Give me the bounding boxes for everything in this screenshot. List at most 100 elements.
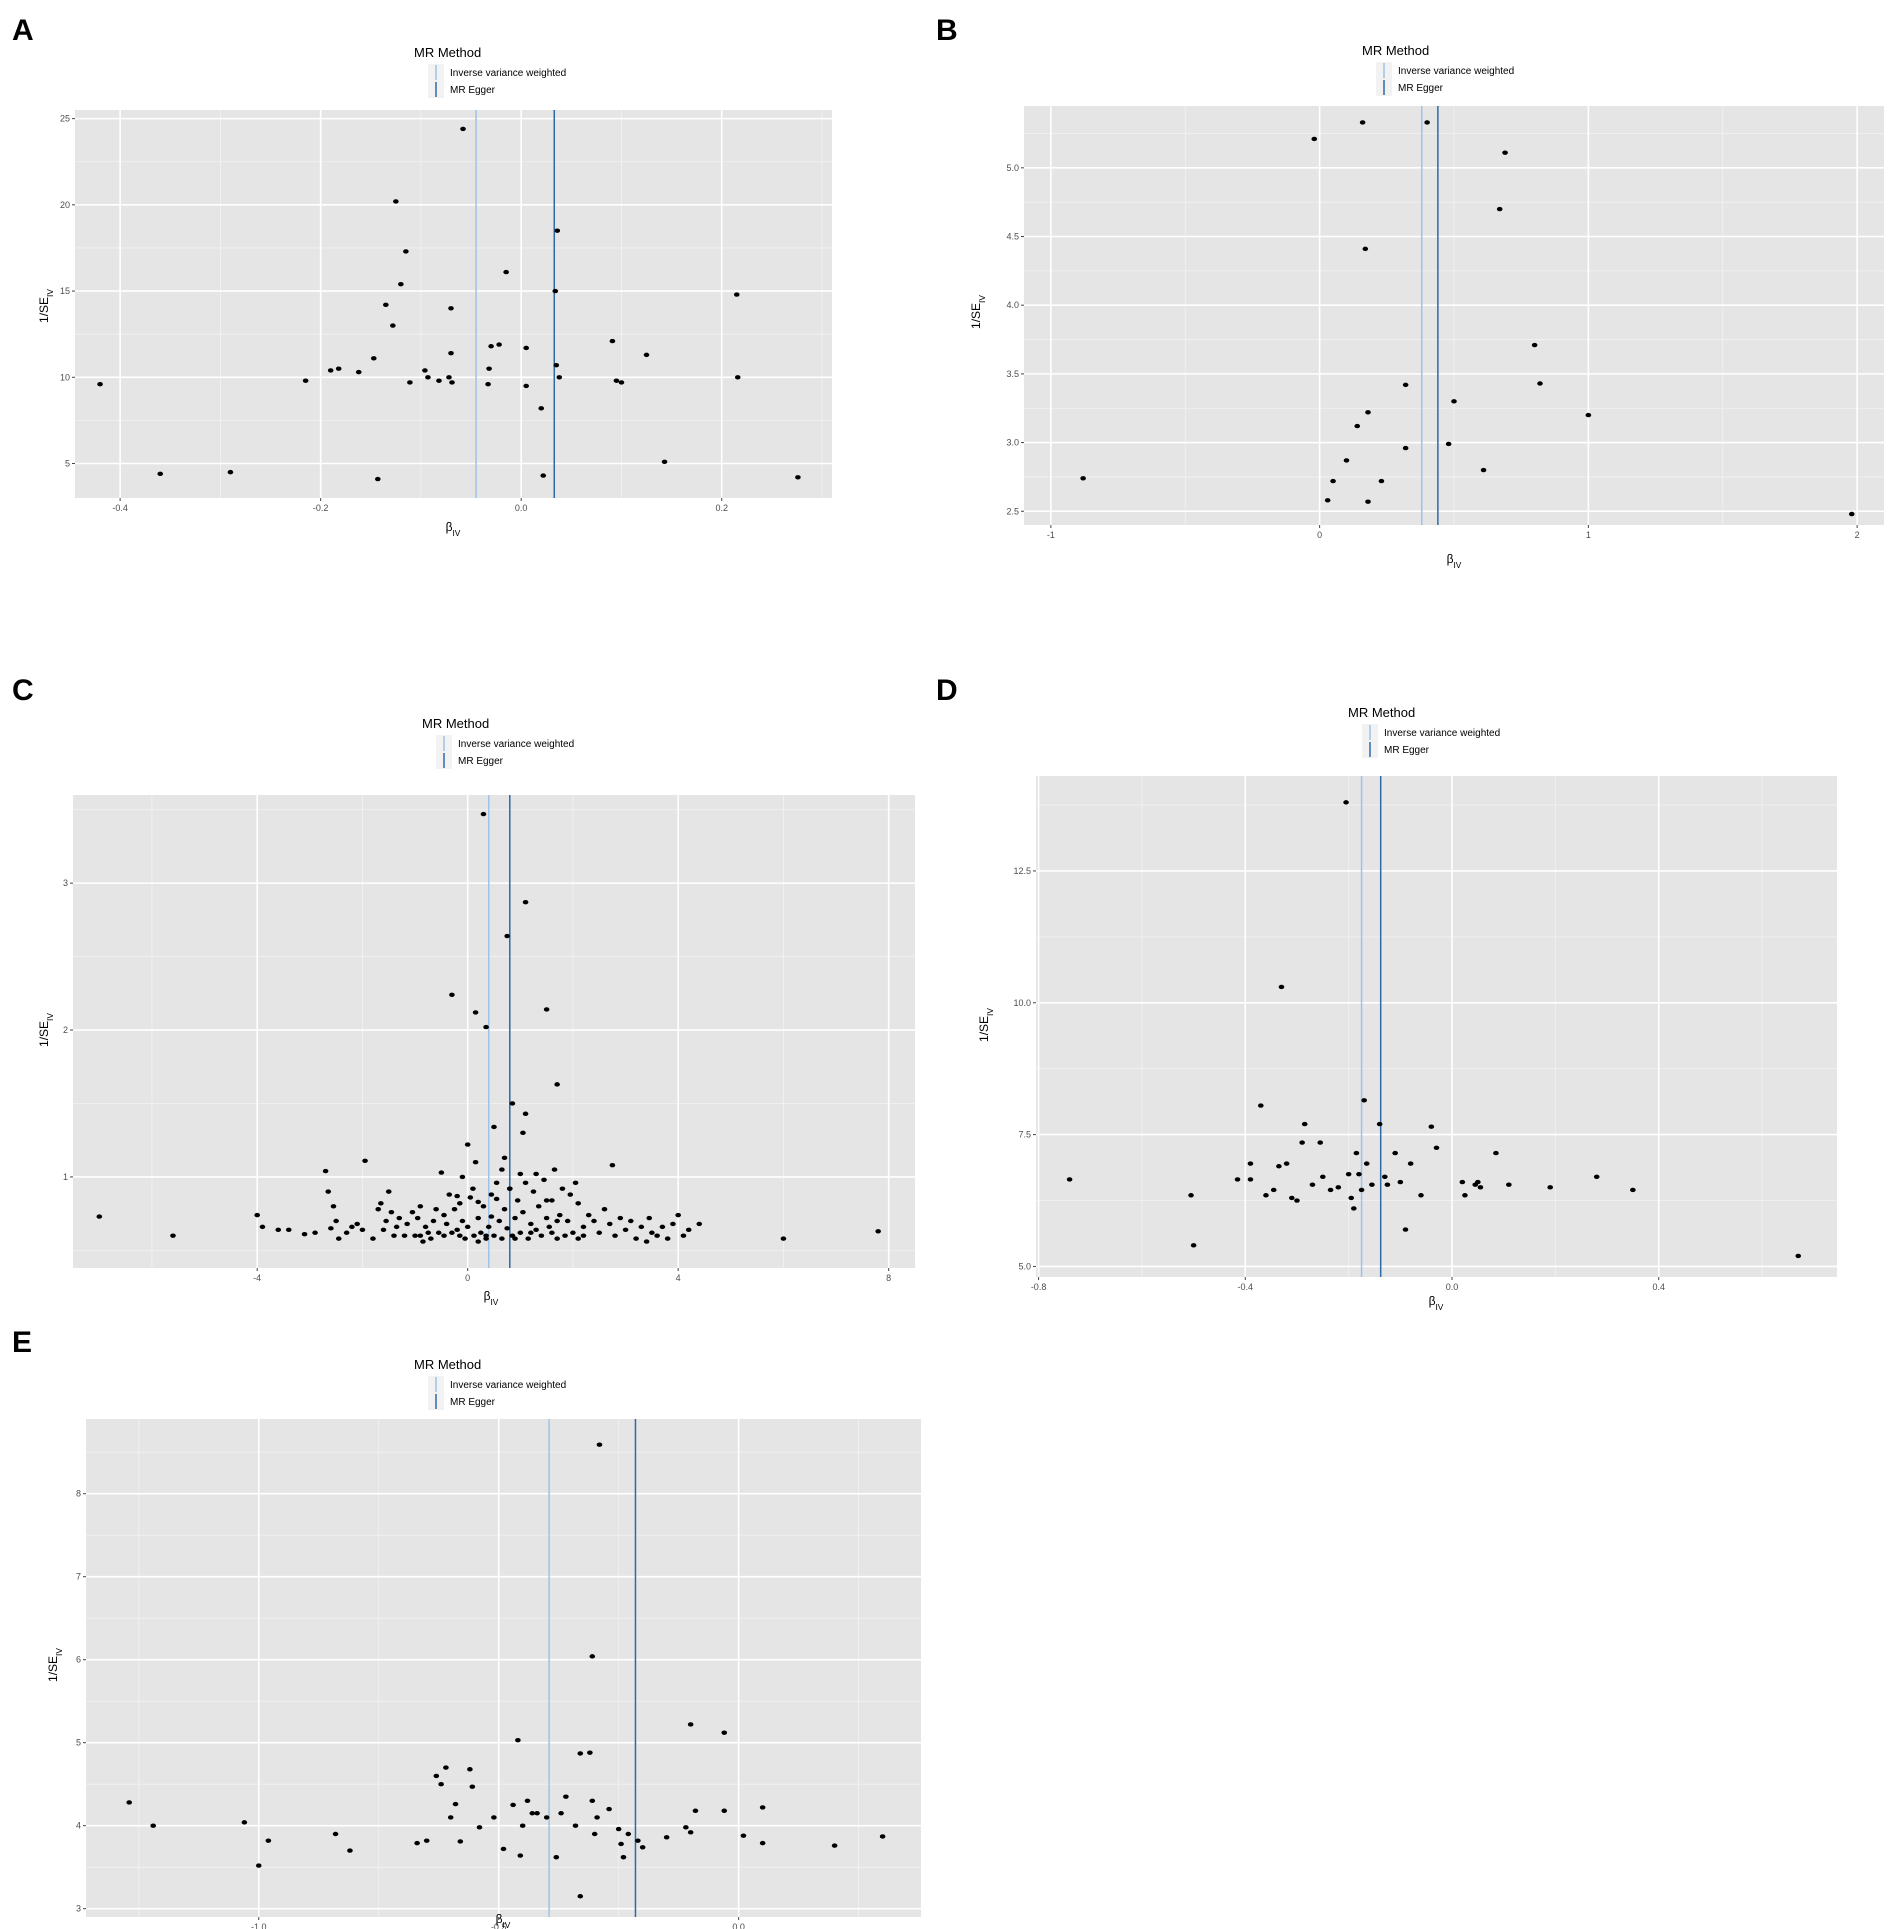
data-point bbox=[441, 1233, 447, 1238]
data-point bbox=[1502, 150, 1508, 155]
data-point bbox=[1397, 1179, 1404, 1185]
legend-entry: Inverse variance weighted bbox=[450, 68, 566, 79]
data-point bbox=[443, 1221, 450, 1227]
data-point bbox=[570, 1230, 576, 1235]
data-point bbox=[454, 1193, 460, 1199]
data-point bbox=[436, 378, 442, 383]
data-point bbox=[533, 1227, 539, 1233]
data-point bbox=[596, 1442, 603, 1447]
grid bbox=[1036, 776, 1837, 1277]
data-point bbox=[683, 1825, 689, 1830]
data-point bbox=[649, 1230, 655, 1235]
data-point bbox=[480, 1204, 487, 1209]
y-tick-label: 3 bbox=[63, 878, 68, 888]
data-point bbox=[625, 1831, 632, 1837]
data-point bbox=[1428, 1124, 1435, 1129]
x-tick-label: -0.8 bbox=[1031, 1282, 1047, 1292]
legend-title: MR Method bbox=[414, 45, 481, 60]
data-point bbox=[638, 1224, 645, 1230]
data-point bbox=[446, 375, 452, 380]
data-point bbox=[420, 1239, 426, 1244]
axes: -1.0 -0.5 0.0 3 4 5 6 7 8 βIV 1/SEIV bbox=[46, 1489, 745, 1929]
data-point bbox=[464, 1142, 471, 1147]
data-point bbox=[596, 1230, 603, 1235]
data-point bbox=[407, 380, 413, 385]
y-axis-title: 1/SEIV bbox=[46, 1648, 64, 1682]
data-point bbox=[1317, 1140, 1324, 1145]
data-point bbox=[1343, 800, 1349, 805]
data-point bbox=[1496, 206, 1503, 212]
data-point bbox=[543, 1007, 550, 1012]
data-point bbox=[601, 1207, 608, 1212]
data-point bbox=[1320, 1174, 1326, 1180]
data-point bbox=[417, 1204, 424, 1209]
data-point bbox=[403, 249, 409, 254]
data-point bbox=[459, 1174, 466, 1180]
data-point bbox=[349, 1224, 355, 1230]
x-tick-label: 1 bbox=[1586, 530, 1591, 540]
data-point bbox=[475, 1239, 482, 1244]
data-point bbox=[1356, 1171, 1362, 1177]
x-tick-label: 0.2 bbox=[715, 503, 728, 513]
data-point bbox=[443, 1765, 449, 1770]
data-point bbox=[467, 1195, 474, 1200]
data-point bbox=[425, 1230, 432, 1235]
data-point bbox=[556, 375, 563, 380]
y-axis-title: 1/SEIV bbox=[37, 1013, 55, 1047]
data-point bbox=[1283, 1161, 1290, 1166]
data-point bbox=[335, 366, 342, 371]
data-point bbox=[535, 1204, 542, 1209]
y-tick-label: 12.5 bbox=[1013, 866, 1031, 876]
grid bbox=[75, 110, 832, 498]
data-point bbox=[522, 1111, 529, 1116]
points bbox=[1066, 800, 1802, 1259]
panel-c: C MR Method Inverse variance weighted MR Eg… bbox=[12, 674, 915, 1307]
points bbox=[96, 811, 881, 1244]
data-point bbox=[96, 1214, 103, 1219]
data-point bbox=[564, 1218, 571, 1224]
data-point bbox=[1531, 342, 1538, 348]
data-point bbox=[1327, 1187, 1334, 1193]
data-point bbox=[414, 1840, 420, 1846]
data-point bbox=[520, 1209, 526, 1215]
data-point bbox=[1294, 1198, 1300, 1203]
legend-entry: MR Egger bbox=[458, 756, 504, 767]
y-tick-label: 7.5 bbox=[1018, 1130, 1031, 1140]
panel-a: A MR Method Inverse variance weighted MR Eg… bbox=[12, 14, 832, 538]
legend-entry: MR Egger bbox=[450, 1397, 496, 1408]
y-tick-label: 3.5 bbox=[1006, 369, 1019, 379]
data-point bbox=[615, 1826, 622, 1832]
data-point bbox=[1358, 1187, 1365, 1193]
data-point bbox=[460, 126, 466, 132]
axes: -1 0 1 2 2.5 3.0 3.5 4.0 4.5 5.0 βIV 1/SEIV bbox=[969, 163, 1860, 570]
data-point bbox=[663, 1835, 670, 1840]
data-point bbox=[485, 381, 491, 387]
legend-title: MR Method bbox=[1362, 43, 1429, 58]
data-point bbox=[435, 1230, 442, 1235]
data-point bbox=[448, 350, 454, 356]
plot-area bbox=[1036, 776, 1837, 1277]
data-point bbox=[1353, 1150, 1360, 1156]
y-tick-label: 4.5 bbox=[1006, 232, 1019, 242]
data-point bbox=[401, 1233, 408, 1238]
data-point bbox=[464, 1224, 471, 1230]
data-point bbox=[472, 1010, 479, 1015]
plot-area bbox=[73, 795, 915, 1268]
data-point bbox=[1376, 1121, 1383, 1127]
legend-title: MR Method bbox=[414, 1357, 481, 1372]
data-point bbox=[1343, 458, 1350, 463]
data-point bbox=[417, 1233, 424, 1238]
x-tick-label: 0.0 bbox=[732, 1922, 745, 1929]
data-point bbox=[1445, 441, 1452, 447]
x-tick-label: -0.4 bbox=[1238, 1282, 1254, 1292]
data-point bbox=[459, 1218, 466, 1224]
data-point bbox=[475, 1199, 482, 1205]
data-point bbox=[1276, 1164, 1282, 1169]
data-point bbox=[170, 1233, 176, 1238]
data-point bbox=[1066, 1177, 1073, 1182]
data-point bbox=[1247, 1177, 1254, 1182]
points bbox=[97, 126, 801, 482]
axes: -0.4 -0.2 0.0 0.2 5 10 15 20 25 βIV 1/SEIV bbox=[37, 114, 728, 538]
data-point bbox=[546, 1224, 553, 1230]
